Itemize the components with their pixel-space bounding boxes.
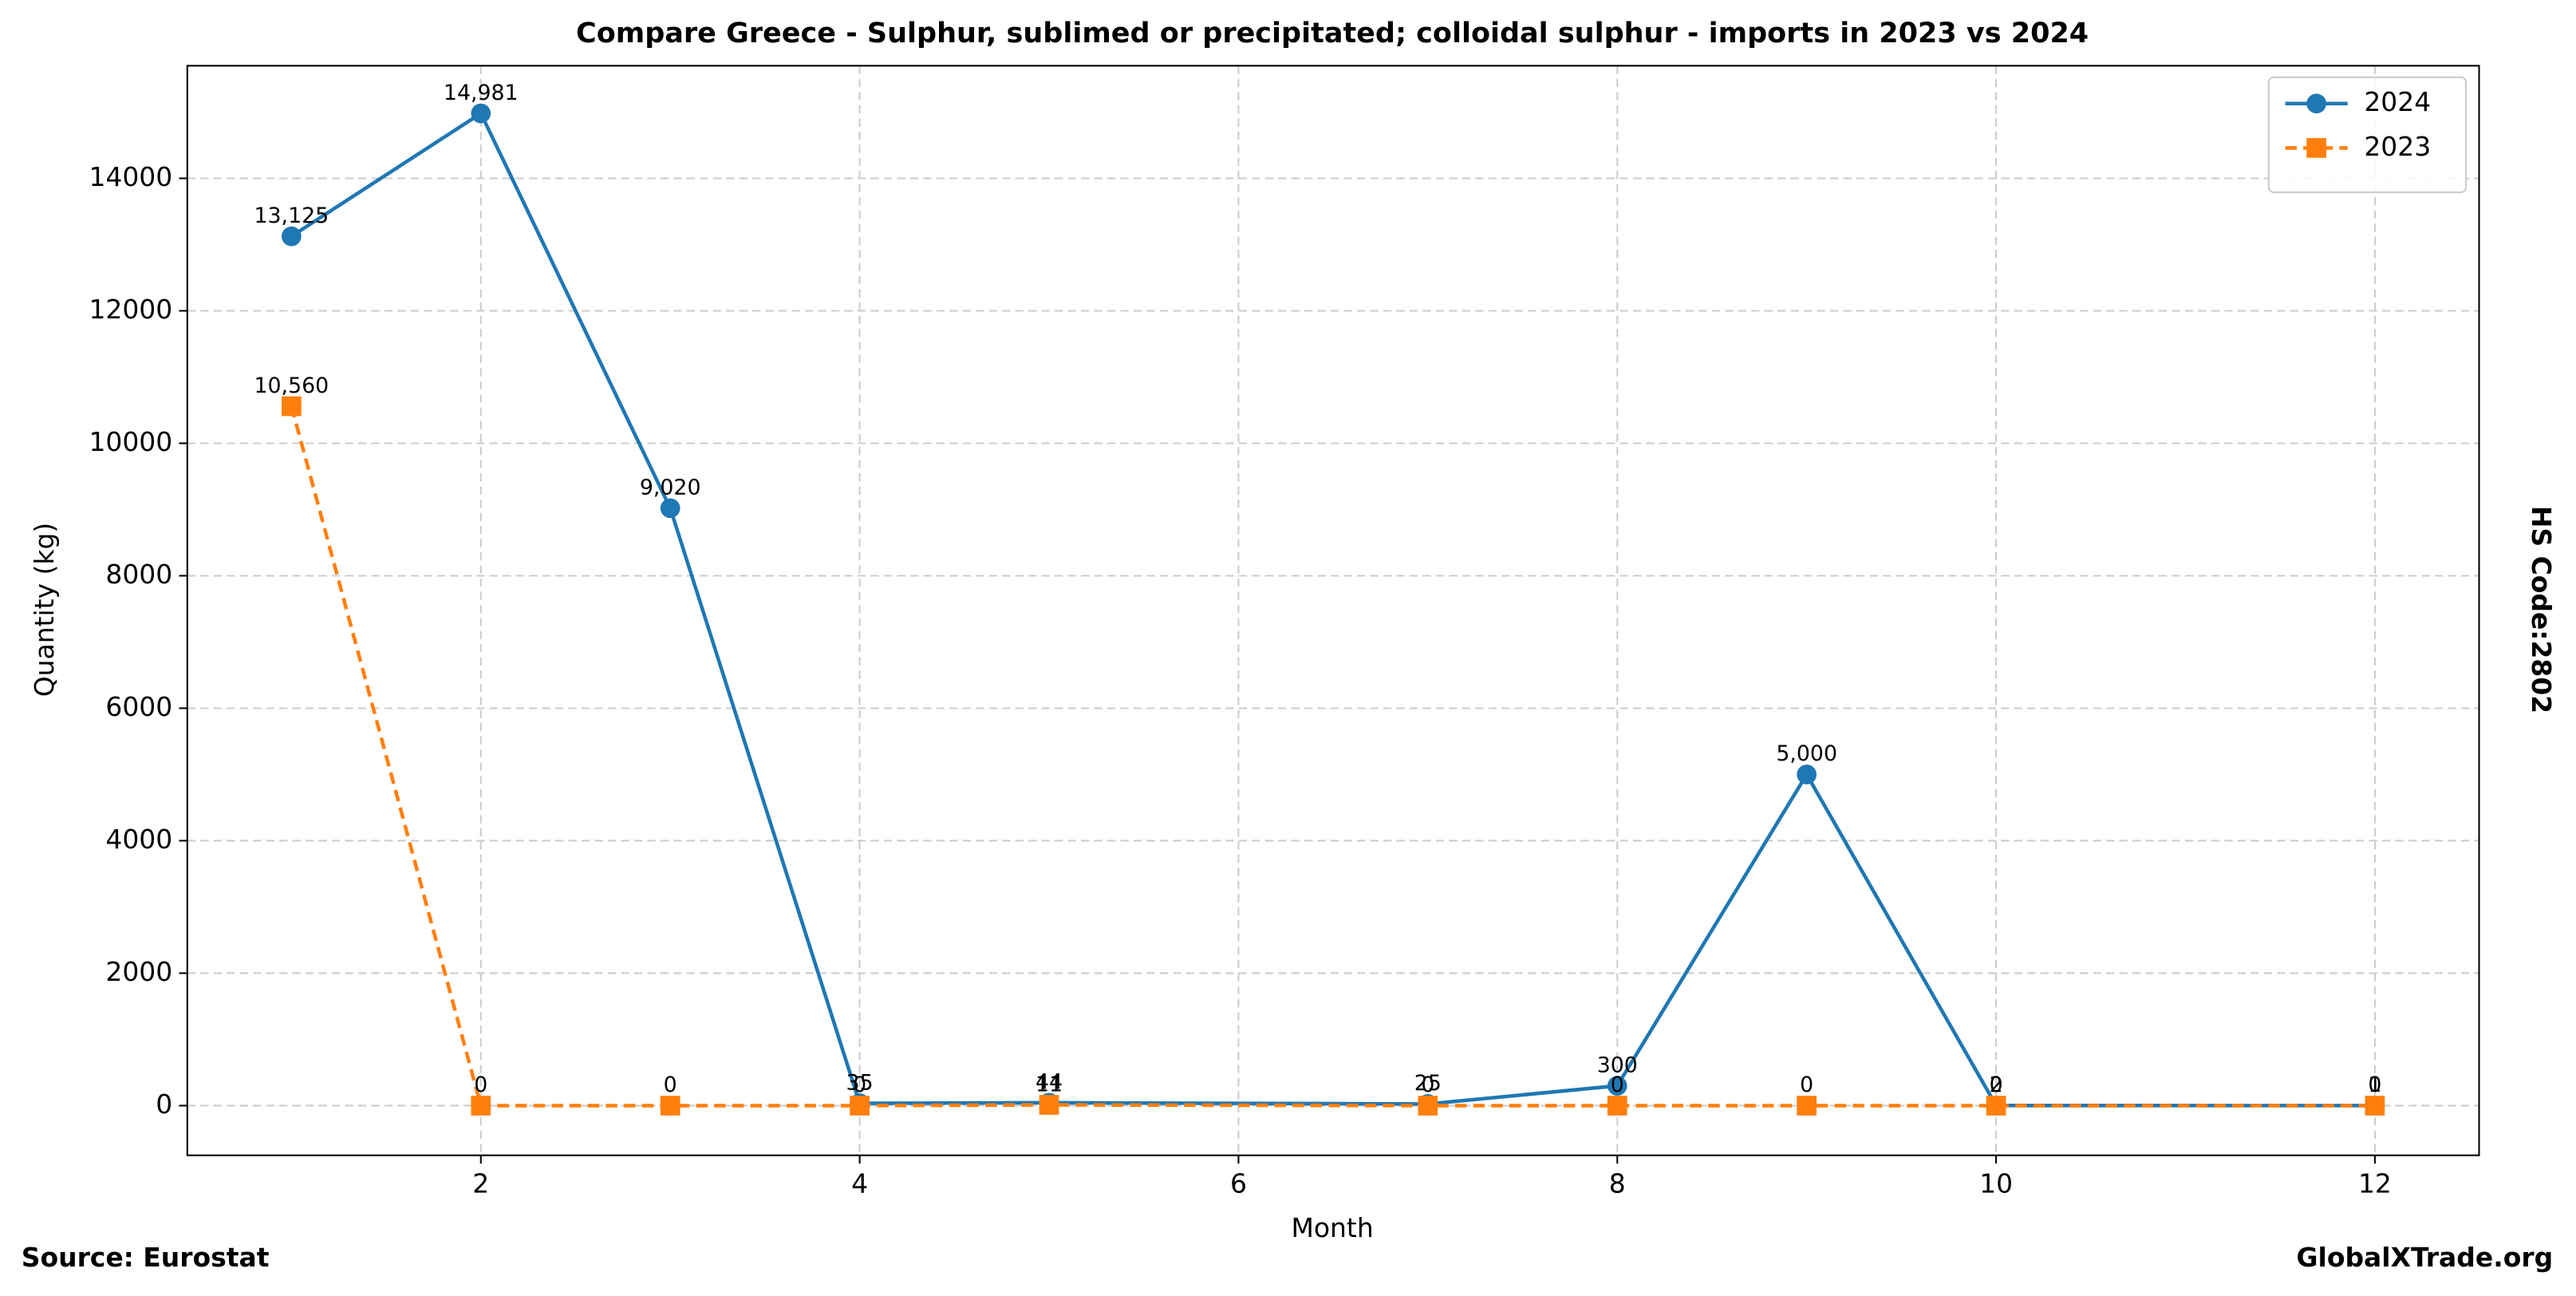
data-label: 35 bbox=[846, 1070, 874, 1095]
marker bbox=[1797, 765, 1817, 784]
data-label: 14,981 bbox=[444, 81, 519, 105]
x-tick-label: 8 bbox=[1609, 1168, 1626, 1199]
marker bbox=[1607, 1096, 1627, 1116]
data-label: 0 bbox=[1990, 1073, 2003, 1097]
series-line bbox=[290, 110, 2375, 1108]
legend-marker bbox=[2306, 137, 2326, 158]
legend-marker bbox=[2306, 93, 2326, 114]
data-label: 9,020 bbox=[640, 476, 701, 500]
x-tick-label: 6 bbox=[1230, 1168, 1247, 1199]
marker bbox=[850, 1096, 870, 1116]
marker bbox=[1418, 1096, 1438, 1116]
data-label: 0 bbox=[1611, 1073, 1624, 1097]
y-axis-label: Quantity (kg) bbox=[29, 523, 60, 697]
brand: GlobalXTrade.org bbox=[2297, 1242, 2554, 1273]
data-label: 0 bbox=[664, 1073, 677, 1097]
y-tick-label: 10000 bbox=[89, 426, 172, 457]
y-tick-label: 0 bbox=[156, 1089, 172, 1120]
data-label: 0 bbox=[1421, 1073, 1434, 1097]
marker bbox=[660, 498, 680, 519]
data-label: 44 bbox=[1036, 1070, 1063, 1095]
x-tick-label: 12 bbox=[2358, 1168, 2392, 1199]
data-label: 25 bbox=[1414, 1071, 1442, 1096]
chart-title: Compare Greece - Sulphur, sublimed or pr… bbox=[576, 18, 2089, 49]
data-label: 0 bbox=[1800, 1073, 1813, 1097]
legend-label: 2023 bbox=[2364, 131, 2431, 162]
data-label: 0 bbox=[474, 1073, 487, 1097]
y-tick-label: 4000 bbox=[105, 824, 172, 855]
data-label: 10,560 bbox=[254, 373, 329, 398]
x-tick-label: 4 bbox=[851, 1168, 868, 1199]
marker bbox=[281, 396, 302, 417]
x-tick-label: 10 bbox=[1979, 1168, 2013, 1199]
data-label: 300 bbox=[1597, 1053, 1638, 1077]
y-tick-label: 2000 bbox=[105, 956, 172, 987]
legend-label: 2024 bbox=[2364, 86, 2431, 117]
y-tick-label: 14000 bbox=[89, 161, 172, 192]
marker bbox=[471, 103, 491, 124]
marker bbox=[1797, 1096, 1817, 1116]
marker bbox=[1986, 1096, 2006, 1116]
y-tick-label: 8000 bbox=[105, 559, 172, 590]
side-label: HS Code:2802 bbox=[2526, 506, 2557, 713]
marker bbox=[281, 226, 302, 247]
marker bbox=[471, 1096, 491, 1116]
data-label: 5,000 bbox=[1776, 741, 1837, 766]
data-label: 0 bbox=[2368, 1073, 2381, 1097]
marker bbox=[1039, 1095, 1059, 1115]
data-label: 13,125 bbox=[254, 203, 329, 228]
data-label: 2 bbox=[1990, 1073, 2003, 1097]
data-label: 1 bbox=[2368, 1073, 2381, 1097]
x-axis-label: Month bbox=[1291, 1212, 1373, 1243]
y-tick-label: 6000 bbox=[105, 691, 172, 722]
series-line bbox=[290, 405, 2375, 1108]
x-tick-label: 2 bbox=[472, 1168, 489, 1199]
data-label: 0 bbox=[853, 1073, 866, 1097]
data-label: 11 bbox=[1036, 1072, 1063, 1096]
marker bbox=[660, 1096, 680, 1116]
source: Source: Eurostat bbox=[22, 1242, 270, 1273]
marker bbox=[1607, 1076, 1627, 1096]
y-tick-label: 12000 bbox=[89, 294, 172, 325]
marker bbox=[2365, 1096, 2385, 1116]
plot-frame bbox=[186, 65, 2480, 1156]
